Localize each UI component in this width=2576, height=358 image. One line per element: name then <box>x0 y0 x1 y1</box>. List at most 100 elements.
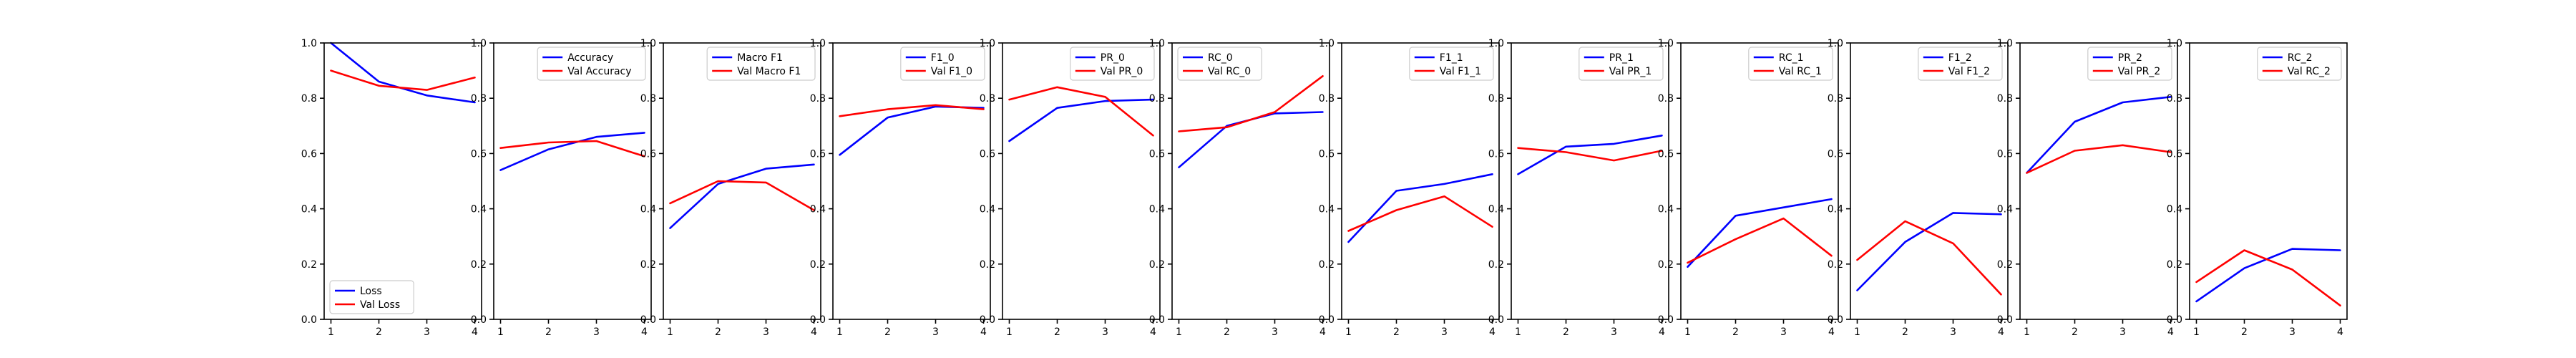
y-tick-label: 0.4 <box>301 204 317 216</box>
x-tick-label: 2 <box>1054 326 1060 338</box>
legend-label: Val PR_2 <box>2118 66 2161 77</box>
y-tick-label: 0.8 <box>301 93 317 105</box>
y-tick-label: 0.6 <box>471 148 487 160</box>
legend-label: F1_2 <box>1948 52 1972 64</box>
y-tick-label: 0.6 <box>640 148 656 160</box>
y-tick-label: 0.4 <box>1149 204 1165 216</box>
y-tick-label: 0.6 <box>2167 148 2182 160</box>
legend: Macro F1 Val Macro F1 <box>706 47 816 81</box>
x-tick-label: 4 <box>811 326 817 338</box>
legend-box <box>537 47 646 81</box>
legend-label: Val Accuracy <box>567 66 631 77</box>
y-tick-label: 0.4 <box>980 204 995 216</box>
y-tick-label: 0.8 <box>1319 93 1335 105</box>
y-tick-label: 0.2 <box>301 259 317 271</box>
x-tick-label: 3 <box>1611 326 1617 338</box>
series-line-train <box>499 132 645 171</box>
series-line-train <box>1347 173 1493 243</box>
y-tick-label: 0.4 <box>1319 204 1335 216</box>
y-tick-label: 0.2 <box>1149 259 1165 271</box>
series-line-val <box>1856 220 2002 296</box>
y-tick-label: 0.2 <box>1488 259 1504 271</box>
x-tick-label: 3 <box>424 326 430 338</box>
series-line-val <box>2195 249 2341 307</box>
legend: PR_1 Val PR_1 <box>1579 47 1664 81</box>
legend-label: F1_0 <box>931 52 955 64</box>
y-tick-label: 1.0 <box>1828 38 1843 49</box>
series-line-train <box>1008 98 1154 142</box>
series-line-val <box>330 69 476 91</box>
series-line-train <box>2026 96 2172 174</box>
y-tick-label: 0.6 <box>1488 148 1504 160</box>
series-line-val <box>1517 147 1663 162</box>
y-tick-label: 0.0 <box>301 314 317 326</box>
legend: PR_0 Val PR_0 <box>1070 47 1155 81</box>
subplot-9: 0.0 0.2 0.4 0.6 0.8 1.0 1 2 3 4 RC_1 Val RC_1 <box>1658 38 1839 338</box>
x-tick-label: 3 <box>1441 326 1448 338</box>
x-tick-label: 2 <box>1563 326 1569 338</box>
x-tick-label: 1 <box>497 326 504 338</box>
x-tick-label: 3 <box>1780 326 1787 338</box>
y-tick-label: 0.2 <box>1828 259 1843 271</box>
legend-label: Accuracy <box>567 52 613 64</box>
legend: Accuracy Val Accuracy <box>537 47 646 81</box>
axes-frame <box>832 42 991 320</box>
x-tick-label: 2 <box>1224 326 1230 338</box>
y-tick-label: 0.2 <box>2167 259 2182 271</box>
legend-box <box>2087 47 2172 81</box>
y-tick-label: 0.8 <box>980 93 995 105</box>
axes-frame <box>2019 42 2178 320</box>
x-tick-label: 2 <box>1393 326 1400 338</box>
y-tick-label: 0.4 <box>810 204 826 216</box>
legend-box <box>2257 47 2342 81</box>
legend-label: F1_1 <box>1440 52 1463 64</box>
legend-label: Val PR_0 <box>1101 66 1143 77</box>
x-tick-label: 3 <box>593 326 600 338</box>
subplot-8: 0.0 0.2 0.4 0.6 0.8 1.0 1 2 3 4 PR_1 Val PR_1 <box>1488 38 1669 338</box>
axes-frame <box>1002 42 1161 320</box>
legend-box <box>1177 47 1262 81</box>
x-tick-label: 4 <box>1998 326 2004 338</box>
x-tick-label: 3 <box>1272 326 1278 338</box>
legend-label: PR_0 <box>1101 52 1125 64</box>
x-tick-label: 4 <box>1489 326 1496 338</box>
y-tick-label: 0.4 <box>640 204 656 216</box>
subplot-2: 0.0 0.2 0.4 0.6 0.8 1.0 1 2 3 4 Accuracy Val Accura… <box>471 38 652 338</box>
axes-frame <box>493 42 652 320</box>
legend-label: Val F1_0 <box>931 66 972 77</box>
subplot-12: 0.0 0.2 0.4 0.6 0.8 1.0 1 2 3 4 RC_2 Val RC_2 <box>2167 38 2348 338</box>
y-tick-label: 0.8 <box>810 93 826 105</box>
x-tick-label: 2 <box>715 326 721 338</box>
y-tick-label: 0.2 <box>640 259 656 271</box>
series-line-val <box>1008 86 1154 137</box>
legend-label: Val RC_0 <box>1208 66 1251 77</box>
y-tick-label: 1.0 <box>1658 38 1674 49</box>
legend-label: Val F1_1 <box>1440 66 1481 77</box>
subplot-10: 0.0 0.2 0.4 0.6 0.8 1.0 1 2 3 4 F1_2 Val F1_2 <box>1828 38 2009 338</box>
legend-label: RC_1 <box>1779 52 1804 64</box>
x-tick-label: 2 <box>545 326 552 338</box>
x-tick-label: 2 <box>884 326 891 338</box>
y-tick-label: 0.0 <box>1319 314 1335 326</box>
legend-label: RC_2 <box>2288 52 2313 64</box>
x-tick-label: 4 <box>472 326 478 338</box>
y-tick-label: 0.4 <box>1828 204 1843 216</box>
legend-box <box>1409 47 1494 81</box>
y-tick-label: 0.2 <box>1658 259 1674 271</box>
x-tick-label: 3 <box>2119 326 2126 338</box>
x-tick-label: 4 <box>1659 326 1665 338</box>
legend-label: Val Macro F1 <box>737 66 801 77</box>
y-tick-label: 0.0 <box>2167 314 2182 326</box>
legend-label: Loss <box>360 286 382 297</box>
y-tick-label: 0.8 <box>640 93 656 105</box>
axes-frame <box>323 42 482 320</box>
y-tick-label: 0.4 <box>1488 204 1504 216</box>
y-tick-label: 0.0 <box>1149 314 1165 326</box>
legend-box <box>1748 47 1833 81</box>
x-tick-label: 2 <box>376 326 382 338</box>
y-tick-label: 0.6 <box>301 148 317 160</box>
x-tick-label: 2 <box>2072 326 2078 338</box>
y-tick-label: 0.0 <box>980 314 995 326</box>
y-tick-label: 1.0 <box>471 38 487 49</box>
